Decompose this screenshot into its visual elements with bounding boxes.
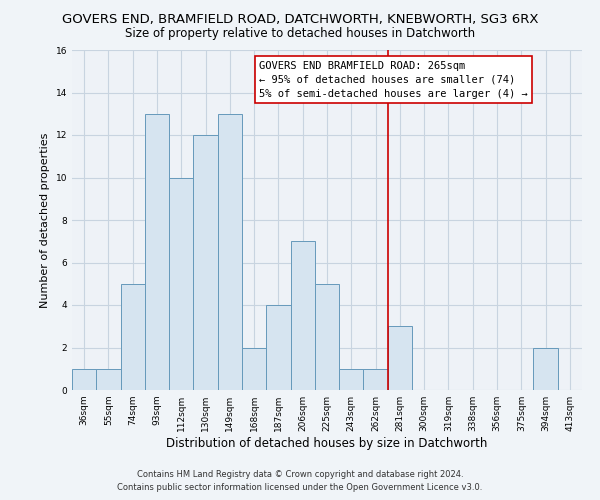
Text: Size of property relative to detached houses in Datchworth: Size of property relative to detached ho…: [125, 28, 475, 40]
Bar: [121, 284, 145, 390]
Text: GOVERS END BRAMFIELD ROAD: 265sqm
← 95% of detached houses are smaller (74)
5% o: GOVERS END BRAMFIELD ROAD: 265sqm ← 95% …: [259, 60, 528, 98]
Bar: [339, 369, 364, 390]
Bar: [96, 369, 121, 390]
Y-axis label: Number of detached properties: Number of detached properties: [40, 132, 50, 308]
Bar: [242, 348, 266, 390]
Bar: [315, 284, 339, 390]
Bar: [290, 242, 315, 390]
X-axis label: Distribution of detached houses by size in Datchworth: Distribution of detached houses by size …: [166, 437, 488, 450]
Bar: [364, 369, 388, 390]
Bar: [72, 369, 96, 390]
Bar: [193, 135, 218, 390]
Bar: [388, 326, 412, 390]
Text: GOVERS END, BRAMFIELD ROAD, DATCHWORTH, KNEBWORTH, SG3 6RX: GOVERS END, BRAMFIELD ROAD, DATCHWORTH, …: [62, 12, 538, 26]
Text: Contains HM Land Registry data © Crown copyright and database right 2024.
Contai: Contains HM Land Registry data © Crown c…: [118, 470, 482, 492]
Bar: [533, 348, 558, 390]
Bar: [266, 305, 290, 390]
Bar: [169, 178, 193, 390]
Bar: [145, 114, 169, 390]
Bar: [218, 114, 242, 390]
